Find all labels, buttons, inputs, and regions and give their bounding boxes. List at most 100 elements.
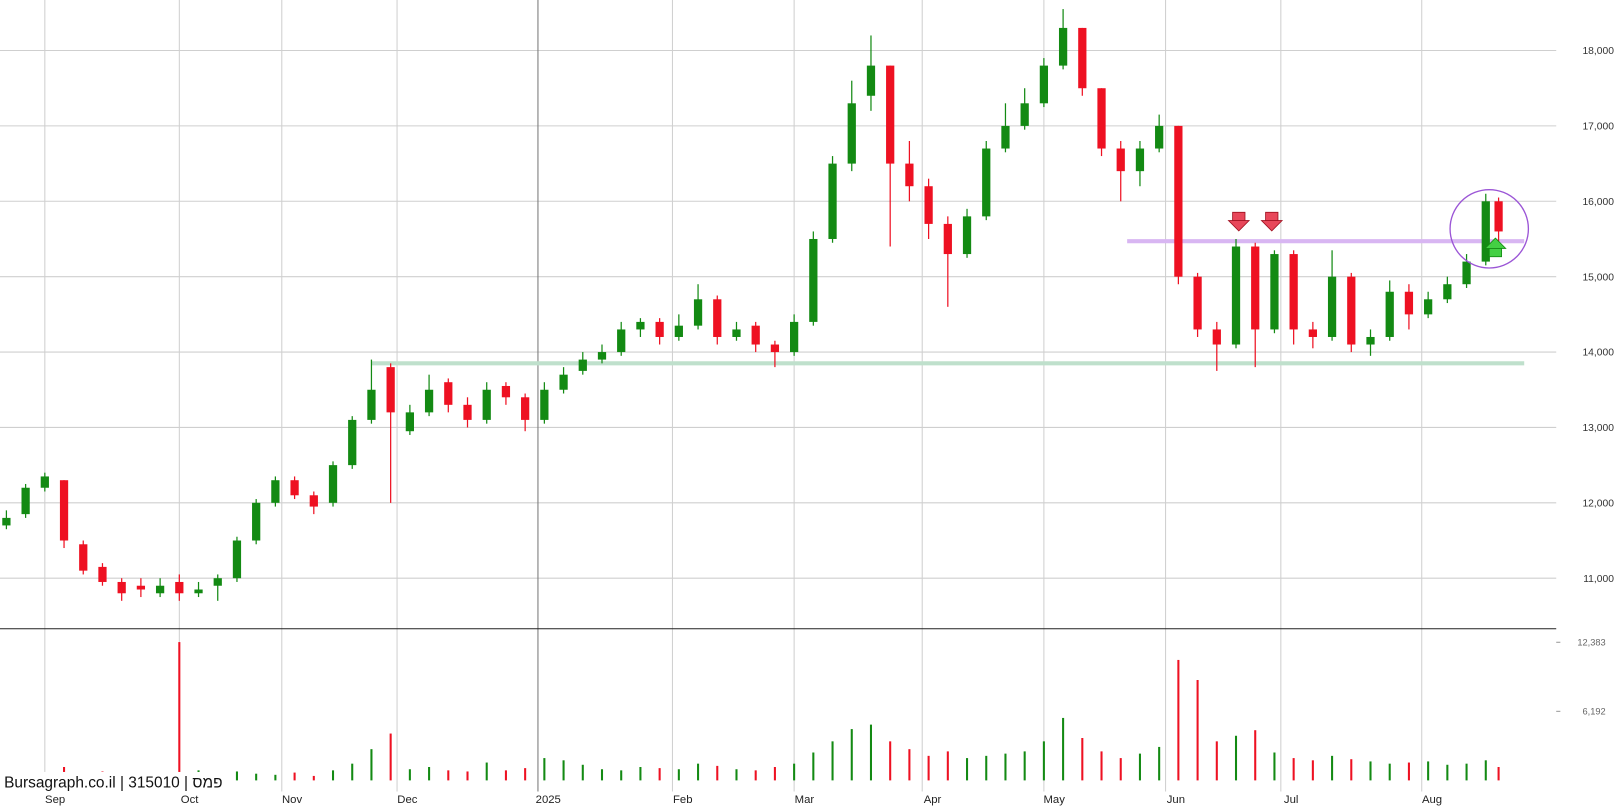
- volume-bar: [889, 741, 892, 781]
- volume-bar: [255, 773, 258, 781]
- volume-bar: [946, 751, 949, 781]
- volume-bar: [1311, 760, 1314, 781]
- volume-bar: [1158, 746, 1161, 781]
- labels: 11,000 12,000 13,000 14,000 15,000 16,000 17,0…: [45, 46, 1614, 806]
- candle-body: [1212, 329, 1221, 345]
- volume-bar: [1100, 751, 1103, 781]
- volume-bar: [966, 758, 969, 781]
- volume-bar: [793, 763, 796, 781]
- candle-body: [155, 585, 165, 594]
- candle-body: [328, 465, 338, 503]
- candle-body: [348, 419, 357, 466]
- candle-body: [1039, 65, 1049, 104]
- x-tick-label: Apr: [924, 794, 942, 806]
- candle-body: [175, 581, 184, 594]
- marks: [2, 9, 1503, 781]
- volume-bar: [331, 770, 335, 781]
- volume-bar: [1119, 758, 1122, 781]
- candle-body: [252, 502, 261, 541]
- volume-bar: [1388, 763, 1391, 781]
- volume-bar: [389, 733, 392, 781]
- candle-body: [1174, 125, 1183, 277]
- volume-bar: [1215, 741, 1218, 781]
- volume-bar: [850, 729, 853, 781]
- volume-bar: [274, 774, 277, 781]
- volume-bar: [773, 767, 776, 781]
- candle-body: [751, 325, 760, 345]
- candle-body: [444, 382, 453, 405]
- candle-body: [1494, 201, 1503, 232]
- volume-bar: [178, 642, 181, 781]
- volume-bar: [869, 724, 873, 781]
- grid: [0, 0, 1561, 792]
- levels: [371, 239, 1525, 366]
- volume-bar: [235, 771, 238, 781]
- candle-body: [1327, 276, 1337, 337]
- candle-body: [636, 321, 645, 330]
- volume-bar: [735, 769, 738, 781]
- candle-body: [1289, 254, 1298, 330]
- volume-bar: [543, 758, 546, 781]
- volume-bar: [408, 769, 411, 781]
- volume-bar: [658, 768, 661, 781]
- candle-body: [98, 566, 107, 582]
- candle-body: [40, 476, 49, 488]
- volume-bar: [1465, 763, 1468, 781]
- volume-bar: [600, 769, 604, 781]
- candle-body: [1366, 336, 1375, 345]
- volume-bar: [812, 752, 815, 781]
- candle-body: [693, 299, 703, 326]
- candle-body: [905, 163, 914, 187]
- x-tick-label: Feb: [673, 794, 693, 806]
- candle-body: [1347, 276, 1356, 345]
- candle-body: [540, 389, 549, 420]
- candle-body: [655, 321, 664, 337]
- annotations: [1227, 188, 1530, 269]
- volume-bar: [466, 771, 469, 781]
- candle-body: [21, 487, 30, 515]
- watermark: Bursagraph.co.il | 315010 | פמס: [4, 774, 222, 791]
- volume-bar: [831, 741, 834, 781]
- candle-body: [617, 329, 626, 353]
- volume-bar: [562, 760, 565, 781]
- candle-body: [559, 374, 568, 390]
- candle-body: [732, 329, 741, 337]
- y-tick-label: 15,000: [1582, 272, 1614, 283]
- candle-body: [213, 578, 222, 586]
- x-tick-label: Nov: [282, 794, 302, 806]
- volume-bar: [1446, 764, 1449, 781]
- candle-body: [828, 163, 837, 239]
- candle-body: [1481, 201, 1490, 262]
- volume-bar: [581, 764, 584, 781]
- candle-body: [117, 581, 126, 594]
- volume-bar: [1023, 751, 1026, 781]
- candle-body: [309, 495, 318, 507]
- candle-body: [674, 325, 683, 337]
- candle-body: [1443, 284, 1452, 300]
- watermark-bg: [0, 771, 229, 792]
- volume-bar: [1196, 680, 1199, 781]
- candle-body: [1135, 148, 1145, 172]
- candle-body: [962, 216, 972, 255]
- y-tick-label: 11,000: [1583, 574, 1614, 585]
- candle-body: [424, 389, 434, 413]
- volume-bar: [620, 770, 623, 781]
- candle-body: [232, 540, 242, 579]
- candle-body: [1251, 246, 1260, 330]
- candle-body: [79, 544, 88, 571]
- candle-body: [866, 65, 876, 96]
- x-tick-label: Sep: [45, 794, 65, 806]
- candle-body: [194, 589, 203, 594]
- y-tick-label: 14,000: [1582, 348, 1614, 359]
- volume-bar: [485, 762, 488, 781]
- volume-bar: [1497, 767, 1500, 781]
- volume-bar: [1331, 755, 1334, 781]
- volume-bar: [697, 763, 700, 781]
- x-tick-label: Dec: [397, 794, 417, 806]
- volume-bar: [1407, 762, 1410, 781]
- volume-bar: [1350, 759, 1353, 781]
- volume-tick-label: 6,192: [1583, 706, 1606, 716]
- y-tick-label: 16,000: [1582, 197, 1614, 208]
